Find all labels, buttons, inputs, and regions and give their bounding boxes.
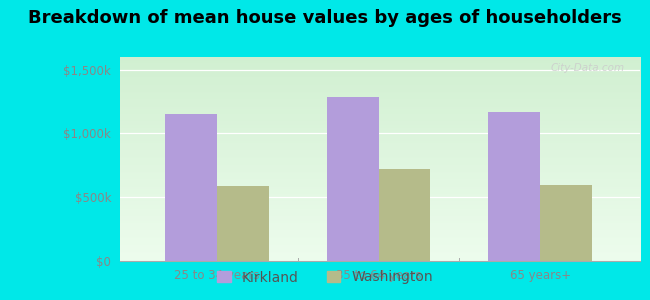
- Bar: [327, 97, 379, 261]
- Bar: [488, 112, 540, 261]
- Text: Breakdown of mean house values by ages of householders: Breakdown of mean house values by ages o…: [28, 9, 622, 27]
- Bar: [379, 169, 430, 261]
- Text: City-Data.com: City-Data.com: [551, 63, 625, 73]
- Legend: Kirkland, Washington: Kirkland, Washington: [211, 265, 439, 290]
- Bar: [166, 114, 217, 261]
- Bar: [217, 186, 269, 261]
- Bar: [540, 185, 592, 261]
